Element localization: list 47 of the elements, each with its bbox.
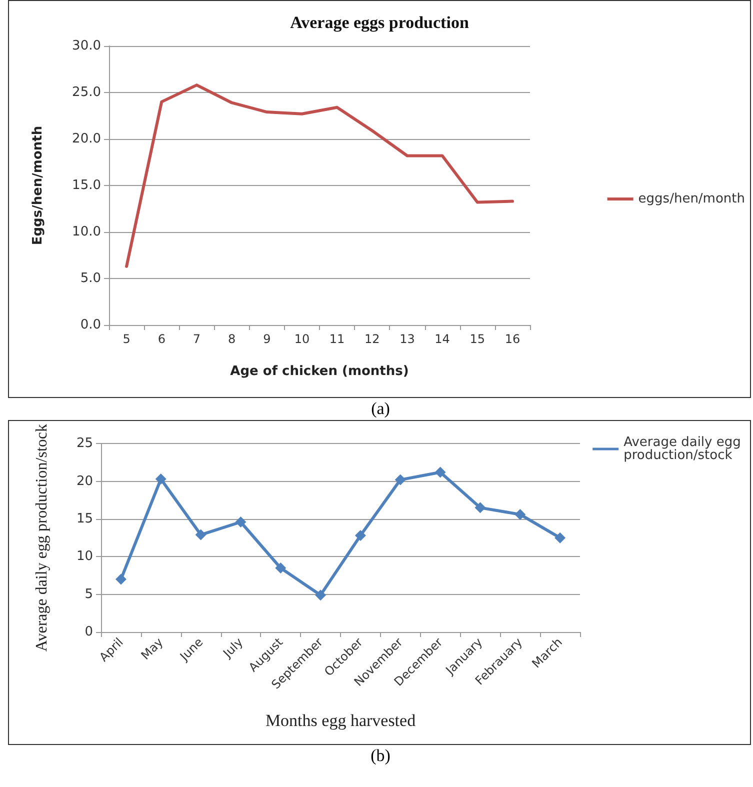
y-tick-label: 30.0 (72, 38, 101, 54)
y-tick-label: 0.0 (80, 318, 101, 332)
y-tick-label: 20.0 (72, 132, 101, 146)
x-tick-label: 16 (504, 332, 520, 346)
point (195, 529, 206, 540)
chart-title: Average eggs production (290, 13, 470, 32)
point (394, 474, 406, 486)
y-tick-label: 25 (76, 436, 93, 452)
point (275, 562, 286, 574)
point (315, 590, 326, 601)
line-series (125, 84, 514, 268)
x-tick-label: 11 (329, 332, 345, 346)
x-tick-label: 15 (470, 332, 486, 346)
point (115, 574, 126, 585)
y-tick-label: 5 (84, 586, 93, 602)
legend-label: eggs/hen/month (638, 192, 746, 206)
point (235, 516, 246, 528)
point (354, 530, 366, 542)
x-tick-label: 13 (400, 332, 415, 346)
x-tick-label: 12 (364, 332, 380, 346)
text: (b) (370, 745, 392, 767)
y-tick-label: 15.0 (72, 178, 101, 193)
x-tick-label: 7 (192, 332, 201, 346)
point (474, 502, 486, 514)
point (554, 532, 566, 544)
legend-label: Average daily egg production/stock (624, 435, 746, 463)
x-axis-title: Age of chicken (months) (230, 364, 409, 379)
point (155, 474, 166, 485)
y-tick-label: 0 (84, 624, 93, 640)
x-tick-label: 9 (263, 332, 271, 346)
y-tick-label: 25.0 (72, 85, 101, 100)
x-tick-label: 6 (158, 332, 166, 346)
y-axis-title: Average daily egg production/stock (34, 424, 50, 652)
y-tick-label: 20 (76, 474, 93, 489)
x-axis-title: Months egg harvested (265, 711, 416, 730)
x-tick-label: 5 (122, 332, 130, 346)
y-axis-title: Eggs/hen/month (30, 126, 46, 246)
y-tick-label: 10 (76, 549, 93, 564)
x-tick-label: 14 (434, 332, 450, 346)
point (514, 508, 526, 520)
y-tick-label: 15 (76, 511, 93, 526)
text: (a) (370, 398, 391, 420)
y-tick-label: 10.0 (72, 224, 101, 240)
x-tick-label: 8 (228, 332, 236, 346)
x-tick-label: 10 (294, 332, 310, 346)
point (434, 466, 446, 478)
y-tick-label: 5.0 (80, 271, 101, 286)
